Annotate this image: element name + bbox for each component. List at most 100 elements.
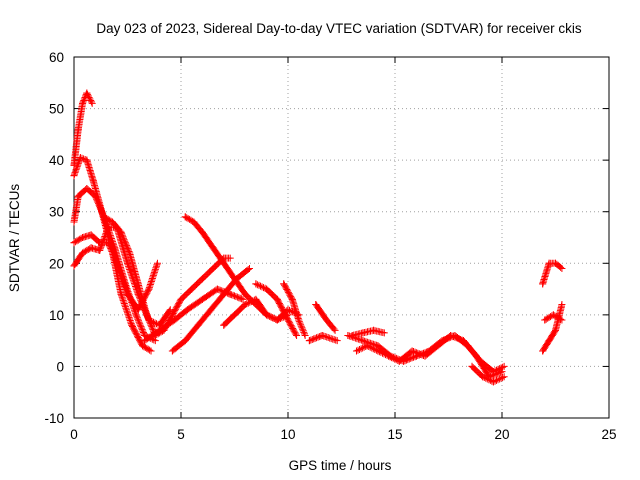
- data-point: [305, 337, 313, 345]
- series-track-12: [280, 280, 309, 339]
- data-series: [70, 89, 566, 386]
- series-track-11: [252, 280, 301, 339]
- series-track-16: [352, 331, 506, 381]
- data-point: [70, 172, 78, 180]
- data-point: [88, 99, 96, 107]
- data-point: [168, 311, 176, 319]
- data-point: [252, 295, 260, 303]
- data-point: [241, 301, 249, 309]
- y-tick-label: 40: [49, 153, 64, 168]
- data-point: [273, 316, 281, 324]
- x-tick-label: 20: [494, 427, 509, 442]
- axis-ticks: 0 5 10 15 20 25 -10 0 10 20 30 40 50 60: [44, 50, 616, 442]
- data-point: [385, 352, 393, 360]
- data-point: [126, 249, 134, 257]
- data-point: [352, 347, 360, 355]
- data-point: [348, 331, 356, 339]
- data-point: [284, 306, 292, 314]
- data-point: [138, 342, 146, 350]
- y-tick-label: -10: [44, 411, 64, 426]
- data-point: [168, 347, 176, 355]
- series-track-19: [539, 259, 566, 288]
- data-point: [209, 264, 217, 272]
- data-point: [549, 311, 557, 319]
- series-track-18: [468, 362, 508, 386]
- series-segment: [305, 332, 325, 345]
- data-point: [231, 275, 238, 283]
- data-point: [434, 342, 442, 350]
- data-point: [245, 264, 253, 272]
- data-point: [220, 290, 228, 298]
- y-tick-label: 20: [49, 256, 64, 271]
- data-point: [79, 99, 87, 107]
- data-point: [183, 306, 191, 314]
- data-point: [539, 280, 547, 288]
- data-point: [194, 321, 202, 329]
- data-point: [280, 280, 288, 288]
- y-tick-label: 30: [49, 205, 64, 220]
- data-point: [273, 295, 281, 303]
- data-point: [207, 306, 215, 314]
- data-point: [459, 337, 467, 345]
- data-point: [124, 259, 131, 267]
- data-point: [141, 337, 149, 345]
- data-point: [117, 228, 125, 236]
- data-point: [220, 259, 228, 267]
- data-point: [500, 362, 508, 370]
- data-point: [128, 321, 136, 329]
- data-point: [241, 290, 249, 298]
- data-point: [500, 373, 508, 381]
- data-point: [359, 329, 367, 337]
- series-segment: [74, 101, 86, 133]
- series-segment: [552, 302, 565, 334]
- data-point: [209, 244, 217, 252]
- data-point: [198, 275, 206, 283]
- data-point: [181, 213, 189, 221]
- y-tick-label: 0: [56, 359, 64, 374]
- y-axis-label: SDTVAR / TECUs: [7, 184, 22, 293]
- data-point: [312, 301, 320, 309]
- grid: [74, 57, 609, 418]
- data-point: [293, 331, 301, 339]
- x-tick-label: 15: [387, 427, 402, 442]
- data-point: [545, 337, 553, 345]
- data-point: [87, 244, 95, 252]
- data-point: [132, 311, 140, 319]
- data-point: [74, 192, 82, 200]
- data-point: [301, 331, 309, 339]
- data-point: [70, 239, 78, 247]
- data-point: [284, 316, 292, 324]
- data-point: [96, 246, 104, 254]
- data-point: [100, 213, 108, 221]
- data-point: [395, 357, 403, 365]
- data-point: [363, 342, 371, 350]
- data-point: [479, 373, 487, 381]
- data-point: [539, 347, 547, 355]
- y-tick-label: 50: [49, 102, 64, 117]
- series-track-13: [305, 331, 341, 345]
- data-point: [79, 249, 87, 257]
- data-point: [552, 259, 559, 267]
- data-point: [370, 326, 378, 334]
- chart-title: Day 023 of 2023, Sidereal Day-to-day VTE…: [96, 21, 581, 36]
- data-point: [79, 234, 87, 241]
- y-tick-label: 60: [49, 50, 64, 65]
- data-point: [147, 347, 155, 355]
- x-tick-label: 10: [280, 427, 295, 442]
- data-point: [263, 311, 271, 319]
- data-point: [83, 156, 91, 164]
- data-point: [263, 285, 271, 293]
- data-point: [359, 337, 367, 345]
- data-point: [113, 259, 121, 267]
- x-tick-label: 5: [177, 427, 185, 442]
- data-point: [421, 352, 429, 360]
- data-point: [468, 362, 476, 370]
- series-segment: [145, 261, 161, 293]
- data-point: [374, 347, 382, 355]
- data-point: [89, 177, 97, 185]
- data-point: [190, 218, 198, 226]
- x-axis-label: GPS time / hours: [289, 458, 392, 473]
- data-point: [295, 316, 303, 324]
- data-point: [109, 218, 117, 226]
